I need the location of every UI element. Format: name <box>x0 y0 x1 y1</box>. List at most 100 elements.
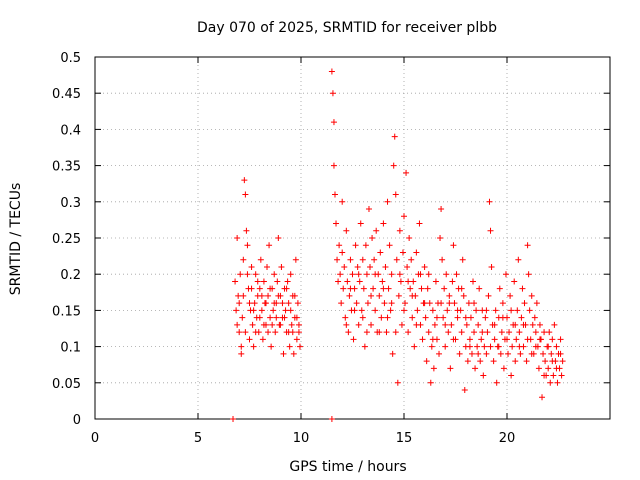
data-point <box>426 300 433 307</box>
data-point <box>547 379 554 386</box>
data-point <box>429 336 436 343</box>
data-point <box>259 336 266 343</box>
data-point <box>235 292 242 299</box>
data-point <box>424 285 431 292</box>
data-point <box>390 162 397 169</box>
data-point <box>237 271 244 278</box>
data-point <box>460 292 467 299</box>
data-point <box>430 365 437 372</box>
data-point <box>244 271 251 278</box>
x-tick-label: 10 <box>293 431 310 446</box>
data-point <box>419 336 426 343</box>
data-point <box>433 314 440 321</box>
data-point <box>409 314 416 321</box>
data-point <box>240 256 247 263</box>
data-point <box>284 278 291 285</box>
data-point <box>474 343 481 350</box>
data-point <box>446 300 453 307</box>
data-point <box>365 206 372 213</box>
data-point <box>461 387 468 394</box>
data-point <box>350 336 357 343</box>
chart-title: Day 070 of 2025, SRMTID for receiver plb… <box>197 20 497 36</box>
data-point <box>343 321 350 328</box>
data-point <box>508 372 515 379</box>
data-point <box>354 263 361 270</box>
data-point <box>333 220 340 227</box>
data-point <box>330 119 337 126</box>
y-tick-label: 0.35 <box>52 160 81 175</box>
data-point <box>423 358 430 365</box>
data-point <box>439 256 446 263</box>
data-point <box>275 292 282 299</box>
data-point <box>233 307 240 314</box>
data-point <box>491 336 498 343</box>
data-point <box>523 358 530 365</box>
data-point <box>275 235 282 241</box>
data-point <box>287 271 294 278</box>
data-point <box>281 314 288 321</box>
data-point <box>528 350 535 357</box>
data-point <box>459 256 466 263</box>
data-point <box>409 292 416 299</box>
data-point <box>244 242 251 249</box>
x-tick-label: 20 <box>499 431 516 446</box>
data-point <box>293 314 300 321</box>
data-point <box>550 372 557 379</box>
data-point <box>240 292 247 299</box>
data-point <box>483 350 490 357</box>
data-point <box>294 300 301 307</box>
data-point <box>335 278 342 285</box>
data-point <box>487 343 494 350</box>
data-point <box>265 329 272 336</box>
data-point <box>554 379 561 386</box>
data-point <box>271 300 278 307</box>
data-point <box>358 307 365 314</box>
data-point <box>440 314 447 321</box>
data-point <box>292 256 299 263</box>
y-tick-label: 0.5 <box>60 51 81 66</box>
data-point <box>405 278 412 285</box>
data-point <box>497 350 504 357</box>
data-point <box>251 300 258 307</box>
data-point <box>394 379 401 386</box>
data-point <box>539 394 546 401</box>
data-point <box>454 307 461 314</box>
data-point <box>521 300 528 307</box>
x-tick-label: 15 <box>396 431 413 446</box>
data-point <box>542 358 549 365</box>
data-point <box>262 300 269 307</box>
data-point <box>496 285 503 292</box>
data-point <box>411 343 418 350</box>
data-point <box>437 235 444 241</box>
data-point <box>404 263 411 270</box>
data-point <box>349 271 356 278</box>
data-point <box>246 300 253 307</box>
data-point <box>381 300 388 307</box>
data-point <box>384 314 391 321</box>
data-point <box>531 314 538 321</box>
y-axis-label: SRMTID / TECUs <box>8 183 24 296</box>
data-point <box>288 321 295 328</box>
data-point <box>524 242 531 249</box>
data-point <box>432 278 439 285</box>
data-point <box>545 365 552 372</box>
data-point <box>352 242 359 249</box>
data-point <box>405 329 412 336</box>
data-point <box>425 329 432 336</box>
data-point <box>528 292 535 299</box>
data-point <box>506 329 513 336</box>
data-point <box>413 321 420 328</box>
data-point <box>406 235 413 241</box>
data-point <box>363 271 370 278</box>
data-point <box>504 336 510 343</box>
data-point <box>279 300 286 307</box>
data-point <box>331 191 338 198</box>
data-point <box>379 278 386 285</box>
data-point <box>545 343 552 350</box>
data-point <box>376 292 383 299</box>
data-point <box>553 343 560 350</box>
data-point <box>238 343 245 350</box>
data-point <box>495 343 502 350</box>
data-point <box>507 292 514 299</box>
data-point <box>518 314 525 321</box>
